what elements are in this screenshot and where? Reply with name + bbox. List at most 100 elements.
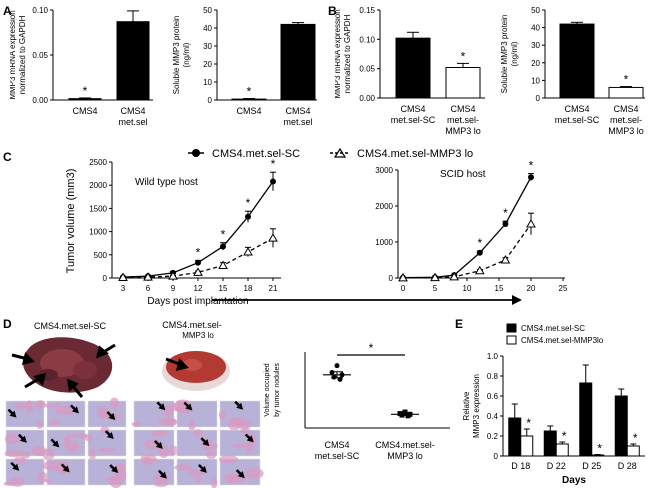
series-line: [402, 176, 532, 279]
x-tick-label: D 18: [511, 461, 530, 471]
x-tick-label: 15: [219, 284, 228, 293]
legend-label-sc: CMS4.met.sel-SC: [212, 148, 300, 160]
tissue-patch: [245, 467, 264, 480]
significance-star: *: [597, 442, 602, 456]
tissue-patch: [131, 421, 142, 427]
significance-star: *: [369, 341, 374, 355]
series-line: [402, 223, 532, 279]
tissue-patch: [69, 433, 89, 439]
significance-star: *: [624, 73, 629, 87]
legend-swatch: [506, 335, 517, 345]
significance-star: *: [461, 49, 466, 63]
y-tick-label: 0.00: [359, 94, 375, 103]
data-point: [402, 409, 408, 415]
tissue-patch: [193, 476, 203, 483]
x-tick-label: CMS4: [564, 104, 589, 114]
tissue-patch: [174, 464, 193, 471]
arrow-icon: [12, 463, 20, 471]
data-point: [268, 233, 278, 242]
y-tick-label: 0.6: [487, 392, 499, 401]
y-tick-label: 0: [103, 274, 108, 283]
y-axis-label: (ng/ml): [182, 42, 191, 67]
tissue-patch: [44, 478, 52, 483]
tissue-patch: [218, 455, 239, 464]
bar: [579, 382, 593, 457]
significance-star: *: [633, 431, 638, 445]
bar: [116, 21, 150, 101]
arrow-icon: [185, 403, 193, 411]
x-tick-label: 6: [146, 284, 151, 293]
data-point: [270, 178, 276, 185]
y-axis-label: MMP3 expression: [472, 374, 481, 438]
y-tick-label: 2500: [89, 158, 107, 167]
x-tick-label: CMS4: [285, 106, 310, 116]
arrow-icon: [71, 406, 79, 414]
lung-photo-lo: [162, 351, 230, 391]
y-tick-label: 1000: [89, 228, 107, 237]
y-axis-label: normalized to GAPDH: [343, 14, 352, 93]
panel-letter-d: D: [3, 317, 12, 331]
data-point: [430, 272, 440, 282]
significance-star: *: [503, 206, 508, 220]
x-tick-label: MMP3 lo: [445, 126, 481, 136]
x-tick-label: 0: [401, 284, 406, 293]
y-tick-label: 1.0: [487, 352, 499, 361]
bar: [445, 66, 481, 99]
histology-grid-sc: [3, 397, 127, 488]
data-point: [245, 213, 251, 220]
significance-star: *: [529, 159, 534, 173]
y-tick-label: 30: [531, 41, 540, 50]
y-tick-label: 0: [536, 94, 541, 103]
arrow-icon: [236, 402, 244, 410]
tissue-patch: [154, 482, 168, 488]
x-tick-label: CMS4: [324, 440, 349, 450]
x-tick-label: met.sel: [283, 117, 312, 127]
x-tick-label: CMS4.met.sel-: [375, 440, 435, 450]
bar: [543, 430, 557, 457]
x-tick-label: met.sel-: [447, 115, 479, 125]
tissue-patch: [55, 402, 62, 416]
x-tick-label: 12: [194, 284, 203, 293]
tissue-patch: [14, 402, 28, 410]
tissue-patch: [42, 448, 55, 461]
arrow-icon: [155, 441, 163, 449]
y-tick-label: 0: [389, 274, 394, 283]
panel-d-images: CMS4.met.sel-SC CMS4.met.sel- MMP3 lo: [3, 320, 264, 488]
tissue-patch: [13, 456, 26, 465]
x-tick-label: MMP3 lo: [608, 126, 644, 136]
significance-star: *: [246, 196, 251, 210]
arrow-icon: [237, 471, 245, 479]
x-tick-label: met.sel-: [610, 115, 642, 125]
y-tick-label: 500: [94, 251, 108, 260]
x-tick-label: CMS4: [400, 104, 425, 114]
y-tick-label: 2000: [375, 202, 393, 211]
y-tick-label: 3000: [375, 166, 393, 175]
y-tick-label: 20: [203, 60, 212, 69]
bar: [626, 445, 640, 457]
panel-letter-b: B: [328, 4, 337, 18]
x-tick-label: D 25: [582, 461, 601, 471]
significance-star: *: [562, 429, 567, 443]
data-point: [118, 272, 128, 282]
arrow-icon: [159, 471, 167, 479]
lung-label-lo-line1: CMS4.met.sel-: [162, 320, 222, 330]
chart-title: SCID host: [440, 169, 486, 180]
chart-a2: 0 10 20 30 40 50 Soluble MMP3 protein (ng/ml) CM…: [172, 6, 317, 127]
x-tick-label: CMS4: [72, 106, 97, 116]
y-tick-label: 0.05: [32, 51, 48, 60]
tissue-patch: [44, 403, 57, 408]
tissue-patch: [84, 434, 93, 442]
x-tick-label: 25: [559, 284, 568, 293]
tissue-patch: [218, 410, 226, 421]
panel-letter-c: C: [3, 150, 12, 164]
significance-star: *: [221, 228, 226, 242]
y-tick-label: 0.10: [32, 6, 48, 15]
tissue-patch: [152, 473, 170, 484]
y-tick-label: 1000: [375, 238, 393, 247]
y-tick-label: 0.00: [32, 96, 48, 105]
y-tick-label: 0.05: [359, 65, 375, 74]
x-tick-label: MMP3 lo: [387, 451, 423, 461]
chart-b2: 0 10 20 30 40 50 Soluble MMP3 protein (ng/ml) CM…: [500, 6, 645, 136]
arrow-icon: [158, 403, 166, 411]
tissue-patch: [109, 397, 119, 409]
